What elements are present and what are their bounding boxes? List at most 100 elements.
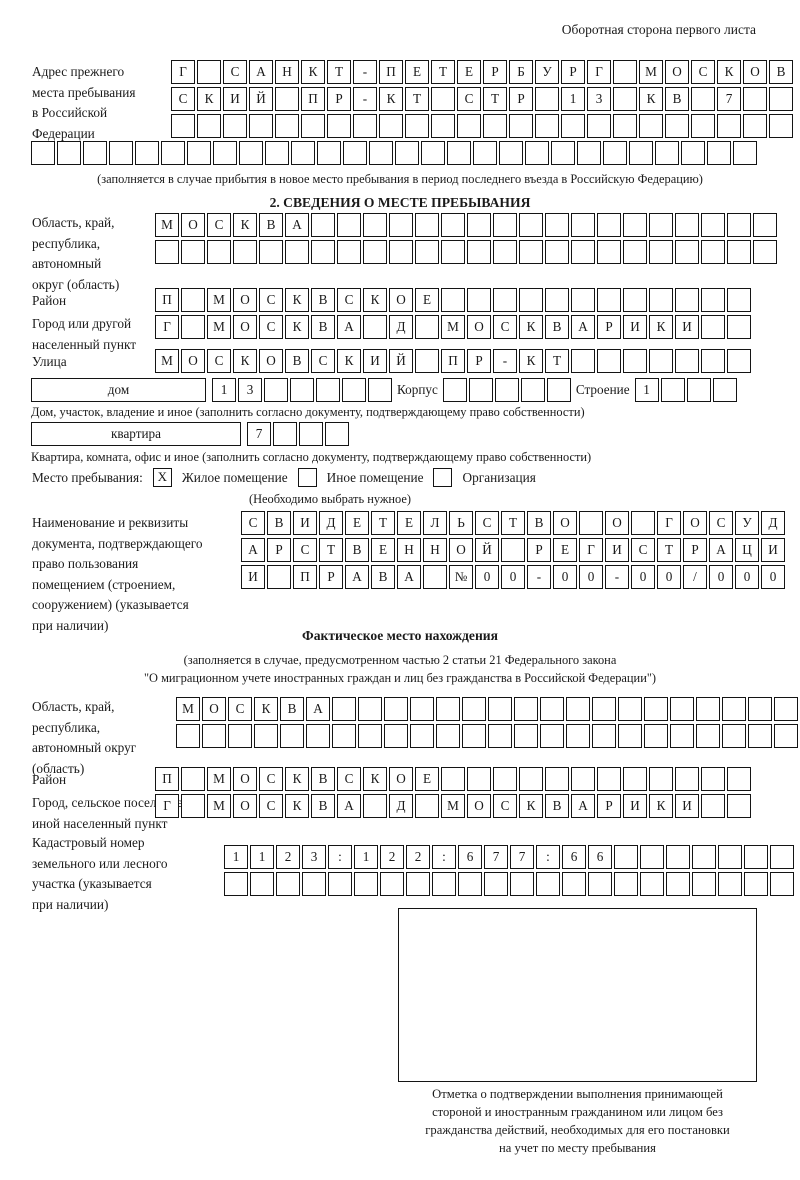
char-cell[interactable]: М [155,349,179,373]
char-cell[interactable] [769,87,793,111]
char-cell[interactable] [181,240,205,264]
char-cell[interactable] [276,872,300,896]
house-number-cell[interactable]: 3 [238,378,262,402]
stroenie-cell[interactable] [686,378,711,402]
char-cell[interactable]: О [605,511,629,535]
char-cell[interactable] [561,114,585,138]
house-number-cell[interactable] [290,378,314,402]
char-cell[interactable] [614,845,638,869]
char-cell[interactable] [675,240,699,264]
char-cell[interactable] [727,767,751,791]
char-cell[interactable]: К [379,87,403,111]
char-cell[interactable]: К [301,60,325,84]
char-cell[interactable]: К [285,794,309,818]
char-cell[interactable]: И [623,794,647,818]
char-cell[interactable] [223,114,247,138]
char-cell[interactable]: А [571,794,595,818]
char-cell[interactable]: 2 [380,845,404,869]
char-cell[interactable] [181,315,205,339]
char-cell[interactable] [181,794,205,818]
char-cell[interactable]: 3 [587,87,611,111]
char-cell[interactable] [161,141,185,165]
char-cell[interactable] [57,141,81,165]
char-cell[interactable] [493,240,517,264]
char-cell[interactable]: В [259,213,283,237]
char-cell[interactable] [727,349,751,373]
char-cell[interactable] [769,114,793,138]
char-cell[interactable]: Р [327,87,351,111]
char-cell[interactable] [337,213,361,237]
char-cell[interactable]: А [249,60,273,84]
char-cell[interactable] [436,697,460,721]
char-cell[interactable]: П [441,349,465,373]
char-cell[interactable] [613,87,637,111]
char-cell[interactable] [363,315,387,339]
char-cell[interactable]: Р [267,538,291,562]
char-cell[interactable]: С [293,538,317,562]
actual-region-row-2[interactable] [176,724,798,748]
char-cell[interactable] [588,872,612,896]
char-cell[interactable] [441,288,465,312]
char-cell[interactable]: К [363,767,387,791]
char-cell[interactable]: И [675,315,699,339]
char-cell[interactable] [213,141,237,165]
char-cell[interactable] [692,872,716,896]
char-cell[interactable] [473,141,497,165]
char-cell[interactable] [415,315,439,339]
char-cell[interactable]: А [397,565,421,589]
char-cell[interactable]: В [545,794,569,818]
char-cell[interactable] [623,767,647,791]
flat-number-cell[interactable] [299,422,323,446]
char-cell[interactable] [681,141,705,165]
char-cell[interactable]: Л [423,511,447,535]
char-cell[interactable]: Д [389,794,413,818]
char-cell[interactable]: Ь [449,511,473,535]
char-cell[interactable]: В [311,767,335,791]
char-cell[interactable] [666,872,690,896]
char-cell[interactable]: С [631,538,655,562]
char-cell[interactable]: В [769,60,793,84]
char-cell[interactable] [701,240,725,264]
char-cell[interactable]: П [293,565,317,589]
char-cell[interactable] [197,60,221,84]
char-cell[interactable]: Ц [735,538,759,562]
char-cell[interactable] [727,240,751,264]
char-cell[interactable]: Р [597,794,621,818]
char-cell[interactable]: О [233,288,257,312]
char-cell[interactable] [545,240,569,264]
char-cell[interactable]: С [207,213,231,237]
char-cell[interactable]: О [202,697,226,721]
stroenie-cell[interactable] [660,378,685,402]
char-cell[interactable] [228,724,252,748]
char-cell[interactable] [748,697,772,721]
char-cell[interactable] [275,87,299,111]
char-cell[interactable]: О [181,213,205,237]
char-cell[interactable] [618,697,642,721]
char-cell[interactable]: Й [249,87,273,111]
stay-place-checkbox-1[interactable]: X [152,468,172,487]
char-cell[interactable] [509,114,533,138]
char-cell[interactable]: 7 [717,87,741,111]
char-cell[interactable]: / [683,565,707,589]
char-cell[interactable]: О [553,511,577,535]
char-cell[interactable]: - [353,87,377,111]
char-cell[interactable] [718,845,742,869]
char-cell[interactable] [265,141,289,165]
char-cell[interactable]: Т [483,87,507,111]
char-cell[interactable]: Т [431,60,455,84]
char-cell[interactable]: О [467,794,491,818]
char-cell[interactable] [514,724,538,748]
char-cell[interactable] [436,724,460,748]
char-cell[interactable] [701,794,725,818]
char-cell[interactable]: 1 [250,845,274,869]
char-cell[interactable]: В [267,511,291,535]
flat-number-cell[interactable] [273,422,297,446]
char-cell[interactable]: 0 [735,565,759,589]
char-cell[interactable]: 0 [475,565,499,589]
char-cell[interactable]: А [709,538,733,562]
char-cell[interactable] [753,240,777,264]
char-cell[interactable]: У [535,60,559,84]
